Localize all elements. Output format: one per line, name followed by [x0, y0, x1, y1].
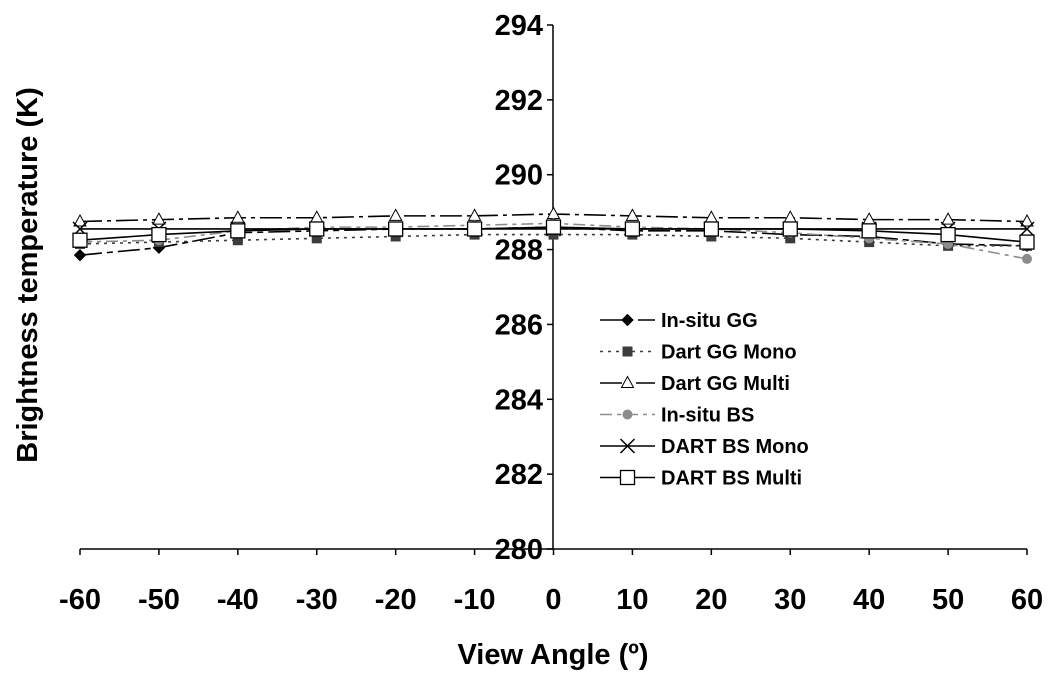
y-tick-label: 290	[495, 160, 543, 192]
data-point-marker	[73, 248, 87, 262]
legend-entry: Dart GG Mono	[600, 342, 797, 364]
data-point-marker	[545, 219, 562, 235]
data-point-marker	[1019, 221, 1035, 237]
x-tick-label: -30	[296, 584, 338, 616]
data-point-marker	[620, 375, 635, 388]
x-axis-title: View Angle (º)	[457, 639, 648, 671]
x-tick-label: 20	[695, 584, 727, 616]
y-tick-label: 292	[495, 85, 543, 117]
data-point-marker	[151, 226, 167, 243]
data-point-marker	[72, 232, 88, 248]
y-tick-label: 288	[495, 235, 543, 267]
legend-entry: DART BS Mono	[600, 436, 809, 458]
data-point-marker	[232, 235, 243, 246]
y-tick-label: 286	[495, 309, 543, 341]
x-tick-label: 0	[545, 584, 561, 616]
data-point-marker	[230, 223, 246, 239]
data-point-marker	[862, 212, 877, 225]
data-point-marker	[941, 212, 955, 225]
data-point-marker	[619, 438, 636, 454]
data-point-marker	[1019, 234, 1035, 250]
x-tick-label: -60	[59, 584, 101, 616]
legend-label: Dart GG Multi	[661, 373, 790, 395]
data-point-marker	[861, 223, 877, 239]
legend-entry: Dart GG Multi	[600, 373, 790, 395]
legend-label: Dart GG Mono	[661, 342, 797, 364]
data-point-marker	[466, 221, 483, 237]
data-point-marker	[1020, 213, 1034, 227]
legend-label: In-situ GG	[661, 310, 758, 332]
legend-label: DART BS Multi	[661, 468, 802, 490]
data-point-marker	[309, 210, 324, 223]
data-point-marker	[388, 221, 404, 237]
x-tick-label: -40	[217, 584, 259, 616]
legend: In-situ GG Dart GG Mono Dart GG Multi In-si…	[600, 310, 809, 490]
legend-entry: DART BS Multi	[600, 468, 802, 490]
data-point-marker	[625, 208, 640, 221]
y-tick-label: 294	[495, 10, 543, 42]
legend-entry: In-situ BS	[600, 405, 754, 427]
data-point-marker	[703, 221, 719, 237]
data-point-marker	[309, 221, 325, 237]
data-point-marker	[152, 212, 166, 225]
x-tick-label: 30	[774, 584, 806, 616]
series-layer	[72, 206, 1035, 264]
legend-entry: In-situ GG	[600, 310, 758, 332]
data-point-marker	[785, 233, 796, 244]
data-point-marker	[622, 346, 633, 357]
data-point-marker	[704, 210, 719, 223]
data-point-marker	[783, 210, 798, 223]
data-point-marker	[619, 469, 636, 486]
x-tick-label: -50	[138, 584, 180, 616]
legend-label: DART BS Mono	[661, 436, 809, 458]
x-tick-label: -10	[454, 584, 496, 616]
data-point-marker	[1022, 253, 1032, 264]
data-point-marker	[546, 206, 561, 220]
series-dart-bs-multi	[72, 219, 1035, 250]
data-point-marker	[621, 313, 634, 327]
data-point-marker	[73, 213, 87, 227]
x-tick-label: 50	[932, 584, 964, 616]
data-point-marker	[230, 210, 245, 223]
data-point-marker	[467, 208, 482, 221]
y-tick-label: 280	[495, 534, 543, 566]
x-tick-label: 10	[616, 584, 648, 616]
axes: -60 -50 -40 -30 -20 -10 0 10 20 30 40 50 60 280 282 284…	[59, 10, 1043, 616]
x-tick-label: 40	[853, 584, 885, 616]
x-tick-label: -20	[375, 584, 417, 616]
data-point-marker	[622, 409, 633, 420]
y-axis-title: Brightness temperature (K)	[12, 87, 44, 462]
data-point-marker	[940, 226, 956, 243]
data-point-marker	[388, 208, 403, 221]
y-tick-label: 284	[495, 384, 543, 416]
legend-label: In-situ BS	[661, 405, 754, 427]
y-tick-label: 282	[495, 459, 543, 491]
x-tick-label: 60	[1011, 584, 1043, 616]
y-axis-title-group: Brightness temperature (K)	[12, 87, 44, 462]
data-point-marker	[311, 233, 322, 244]
data-point-marker	[624, 221, 641, 237]
data-point-marker	[782, 221, 798, 237]
